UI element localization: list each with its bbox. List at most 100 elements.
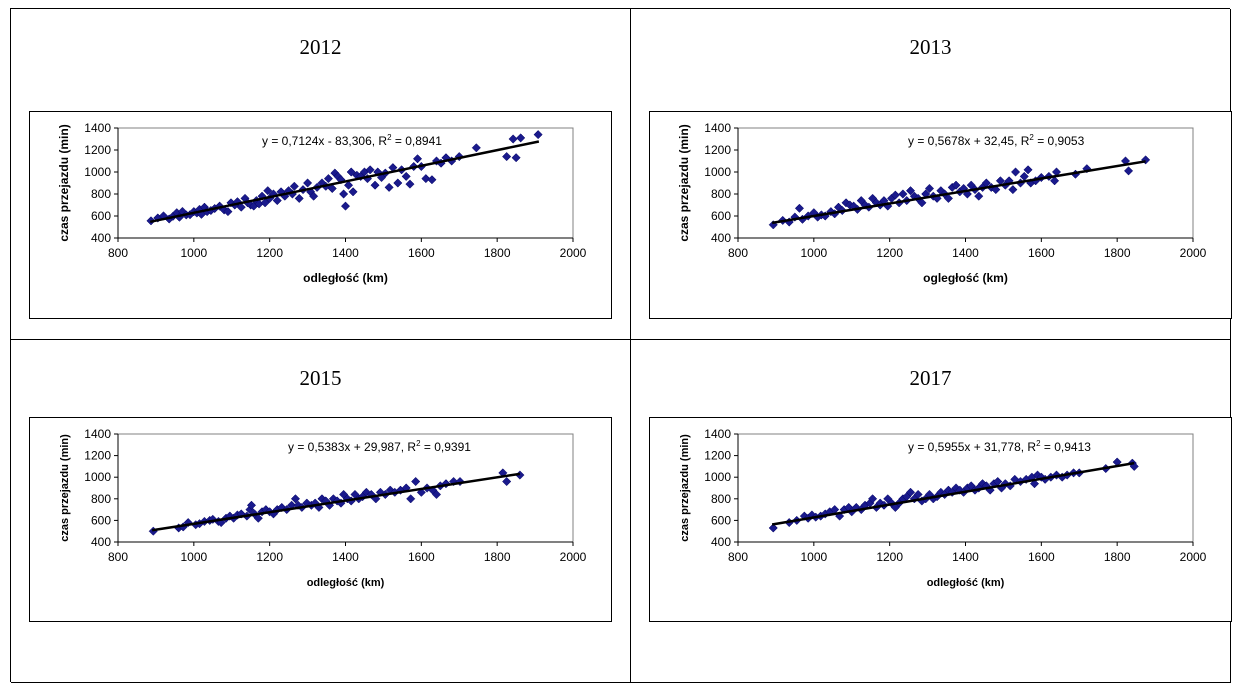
- data-point: [365, 165, 375, 175]
- r2-superscript: 2: [1036, 439, 1041, 448]
- data-point: [223, 207, 233, 217]
- data-point: [401, 171, 411, 181]
- data-point: [511, 153, 521, 163]
- plot-area: [737, 127, 1194, 239]
- data-point: [236, 202, 246, 212]
- scatter-chart: 400 600 800 1000 1200 1400 800 1000 1200 1400 1600…: [57, 121, 587, 285]
- data-point: [1023, 165, 1033, 175]
- data-point: [449, 476, 459, 487]
- y-tick-label: 600: [91, 209, 111, 223]
- panel-title: 2012: [299, 35, 342, 59]
- data-point: [260, 198, 270, 208]
- figure-grid: 2012 400 600 800 1000 1200 1400 800 1000 1200 140…: [10, 8, 1232, 683]
- equation-text: y = 0,5955x + 31,778, R: [908, 440, 1036, 454]
- x-tick-label: 2000: [1180, 246, 1207, 260]
- chart-frame: 400 600 800 1000 1200 1400 800 1000 1200 1400 1600…: [29, 111, 612, 319]
- data-point: [951, 180, 961, 190]
- y-tick-label: 800: [91, 492, 111, 506]
- x-tick-label: 1400: [332, 550, 359, 564]
- y-tick-label: 400: [711, 231, 731, 245]
- y-tick-label: 800: [711, 187, 731, 201]
- data-point: [406, 494, 416, 504]
- data-point: [502, 152, 512, 162]
- x-tick-label: 1800: [484, 550, 511, 564]
- x-tick-label: 2000: [560, 246, 587, 260]
- scatter-chart: 400 600 800 1000 1200 1400 800 1000 1200 1400 1600…: [59, 427, 587, 589]
- data-point: [905, 186, 916, 196]
- y-tick-label: 400: [91, 535, 111, 549]
- y-tick-label: 1200: [84, 143, 111, 157]
- y-tick-label: 800: [711, 492, 731, 506]
- data-point: [323, 174, 333, 184]
- data-point: [471, 143, 481, 153]
- y-tick-label: 1200: [704, 449, 731, 463]
- data-point: [303, 178, 313, 188]
- y-axis-title: czas przejazdu (min): [59, 434, 71, 542]
- x-tick-label: 1600: [1028, 246, 1055, 260]
- x-tick-label: 1600: [408, 550, 435, 564]
- x-tick-label: 1000: [800, 550, 827, 564]
- data-point: [294, 193, 304, 203]
- x-tick-label: 800: [108, 246, 128, 260]
- x-tick-label: 1000: [180, 550, 207, 564]
- data-point: [289, 181, 299, 191]
- x-tick-label: 1800: [484, 246, 511, 260]
- data-point: [431, 489, 442, 500]
- panel-title: 2015: [299, 366, 342, 390]
- r2-superscript: 2: [416, 439, 421, 448]
- x-tick-label: 1200: [256, 246, 283, 260]
- data-point: [974, 191, 984, 201]
- y-tick-label: 800: [91, 187, 111, 201]
- data-point: [427, 175, 437, 185]
- data-point: [1029, 479, 1040, 489]
- x-tick-label: 800: [728, 246, 748, 260]
- chart-frame: 400 600 800 1000 1200 1400 800 1000 1200 1400 1600…: [649, 111, 1232, 319]
- data-point: [502, 476, 512, 487]
- y-tick-label: 1000: [704, 165, 731, 179]
- r2-value: = 0,9391: [421, 440, 472, 454]
- data-point: [343, 180, 354, 190]
- y-tick-label: 1200: [84, 449, 111, 463]
- trendline-equation: y = 0,7124x - 83,306, R2 = 0,8941: [262, 133, 442, 148]
- equation-text: y = 0,5678x + 32,45, R: [908, 134, 1030, 148]
- x-axis-title: odległość (km): [927, 577, 1005, 589]
- x-tick-label: 1400: [952, 246, 979, 260]
- x-tick-label: 1400: [952, 550, 979, 564]
- data-point: [272, 196, 282, 206]
- data-point: [516, 133, 526, 143]
- equation-text: y = 0,5383x + 29,987, R: [288, 440, 416, 454]
- data-point: [1008, 185, 1018, 195]
- plot-area: [117, 127, 574, 239]
- x-axis-title: ogległość (km): [923, 271, 1008, 285]
- y-axis-title: czas przejazdu (min): [677, 124, 691, 241]
- trendline: [151, 472, 521, 532]
- y-tick-label: 1400: [704, 427, 731, 441]
- data-point: [924, 183, 935, 194]
- y-tick-label: 1000: [84, 165, 111, 179]
- data-point: [1010, 167, 1021, 177]
- chart-frame: 400 600 800 1000 1200 1400 800 1000 1200 1400 1600…: [649, 417, 1232, 622]
- x-tick-label: 1200: [876, 550, 903, 564]
- data-point: [794, 203, 804, 213]
- data-point: [1123, 166, 1134, 176]
- data-point: [309, 191, 319, 201]
- trendline: [149, 140, 540, 224]
- y-tick-label: 1400: [84, 427, 111, 441]
- x-tick-label: 1400: [332, 246, 359, 260]
- trendline-equation: y = 0,5955x + 31,778, R2 = 0,9413: [908, 439, 1091, 454]
- data-point: [890, 190, 900, 200]
- data-point: [340, 201, 351, 211]
- equation-text: y = 0,7124x - 83,306, R: [262, 134, 387, 148]
- data-point: [421, 174, 431, 184]
- scatter-chart: 400 600 800 1000 1200 1400 800 1000 1200 1400 1600…: [677, 121, 1207, 285]
- data-point: [768, 523, 778, 533]
- data-point: [412, 154, 423, 164]
- data-point: [898, 189, 908, 199]
- data-point: [917, 198, 927, 208]
- trendline: [771, 160, 1146, 225]
- panel-2015: 2015 400 600 800 1000 1200 1400 800 1000 1200 140…: [11, 340, 631, 683]
- data-point: [339, 189, 349, 199]
- y-tick-label: 1400: [84, 121, 111, 135]
- panel-2012: 2012 400 600 800 1000 1200 1400 800 1000 1200 140…: [11, 9, 631, 340]
- data-point: [405, 179, 415, 189]
